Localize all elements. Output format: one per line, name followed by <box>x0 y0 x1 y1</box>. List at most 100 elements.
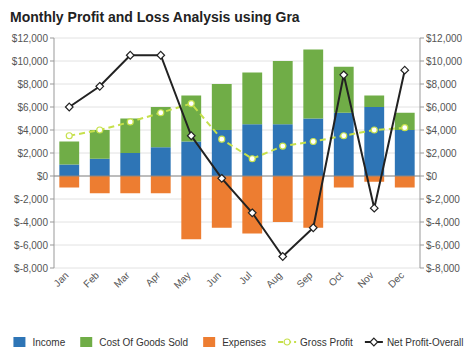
chart: Monthly Profit and Loss Analysis using G… <box>0 0 474 354</box>
marker <box>97 127 103 133</box>
x-tick-label: May <box>172 270 193 291</box>
y2-tick-label: $-2,000 <box>426 194 460 205</box>
y-tick-label: $10,000 <box>12 56 49 67</box>
y2-tick-label: $-6,000 <box>426 240 460 251</box>
y-tick <box>50 153 54 154</box>
legend: IncomeCost Of Goods SoldExpensesGross Pr… <box>13 337 463 348</box>
marker <box>340 71 348 79</box>
y-tick <box>50 61 54 62</box>
bar <box>90 159 110 176</box>
bar <box>364 107 384 176</box>
x-tick-label: Nov <box>355 270 375 290</box>
y2-tick <box>420 38 424 39</box>
legend-item: Gross Profit <box>278 337 353 348</box>
axes: $-8,000$-6,000$-4,000$-2,000$0$2,000$4,0… <box>12 33 463 291</box>
x-tick-label: Feb <box>81 269 101 289</box>
bar <box>273 61 293 124</box>
y-tick-label: $12,000 <box>12 33 49 44</box>
y-tick-label: $-6,000 <box>14 240 48 251</box>
marker <box>309 224 317 232</box>
marker <box>219 136 225 142</box>
title: Monthly Profit and Loss Analysis using G… <box>10 9 300 25</box>
bar <box>303 176 323 228</box>
bar <box>273 124 293 176</box>
x-tick-label: Jun <box>204 270 223 289</box>
y2-tick <box>420 222 424 223</box>
legend-label: Income <box>32 337 65 348</box>
marker <box>127 119 133 125</box>
y-tick <box>50 245 54 246</box>
y-tick <box>50 107 54 108</box>
marker <box>157 51 165 59</box>
y-axis-line <box>54 38 55 268</box>
y2-tick-label: $8,000 <box>426 79 457 90</box>
bar <box>212 176 232 228</box>
grid-line <box>54 268 420 269</box>
grid-line <box>54 176 420 177</box>
marker <box>66 133 72 139</box>
bar <box>120 176 140 193</box>
marker <box>284 339 290 345</box>
y-tick-label: $6,000 <box>17 102 48 113</box>
bar <box>395 113 415 130</box>
y-tick-label: $0 <box>37 171 49 182</box>
marker <box>249 156 255 162</box>
y2-tick <box>420 199 424 200</box>
marker <box>218 175 226 183</box>
y2-tick-label: $4,000 <box>426 125 457 136</box>
bar <box>59 165 79 177</box>
y2-tick <box>420 153 424 154</box>
bar <box>334 176 354 188</box>
marker <box>96 83 104 91</box>
y-tick-label: $-2,000 <box>14 194 48 205</box>
bar <box>395 130 415 176</box>
y2-tick-label: $2,000 <box>426 148 457 159</box>
y-tick <box>50 84 54 85</box>
line <box>69 55 405 256</box>
plot-area <box>54 50 420 261</box>
bar <box>273 176 293 222</box>
marker <box>370 338 378 346</box>
marker <box>401 66 409 74</box>
y-tick <box>50 176 54 177</box>
bar <box>59 176 79 188</box>
y-tick <box>50 222 54 223</box>
bar <box>242 73 262 125</box>
marker <box>279 253 287 261</box>
bar <box>90 130 110 159</box>
x-tick-label: Apr <box>143 269 162 288</box>
legend-swatch <box>80 337 92 347</box>
x-tick-label: Dec <box>386 270 406 290</box>
y-tick-label: $-8,000 <box>14 263 48 274</box>
legend-swatch <box>13 337 25 347</box>
y2-tick-label: $12,000 <box>426 33 463 44</box>
y-tick <box>50 199 54 200</box>
y2-tick-label: $6,000 <box>426 102 457 113</box>
y2-tick <box>420 61 424 62</box>
grid-line <box>54 84 420 85</box>
page: {"chart_data": { "type": "bar", "title":… <box>0 0 474 354</box>
zero-line <box>54 176 420 177</box>
y2-tick-label: $10,000 <box>426 56 463 67</box>
bar <box>242 124 262 176</box>
marker <box>126 51 134 59</box>
line <box>69 104 405 159</box>
y2-tick <box>420 245 424 246</box>
bar <box>212 84 232 130</box>
marker <box>402 125 408 131</box>
legend-item: Cost Of Goods Sold <box>80 337 188 348</box>
marker <box>158 110 164 116</box>
bar <box>334 113 354 176</box>
y-tick <box>50 268 54 269</box>
y-tick-label: $2,000 <box>17 148 48 159</box>
y2-axis-line <box>420 38 421 268</box>
y2-tick <box>420 268 424 269</box>
bar <box>364 96 384 108</box>
y-tick-label: $4,000 <box>17 125 48 136</box>
y2-tick-label: $0 <box>426 171 438 182</box>
legend-label: Gross Profit <box>300 337 353 348</box>
bar <box>151 147 171 176</box>
bar <box>59 142 79 165</box>
bar <box>303 119 323 177</box>
marker <box>188 101 194 107</box>
